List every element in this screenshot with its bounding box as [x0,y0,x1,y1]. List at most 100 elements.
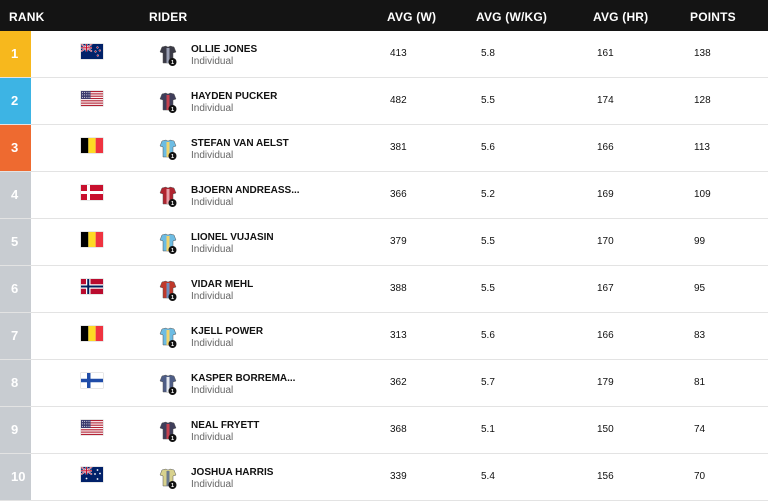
country-flag-icon [81,138,103,153]
avg-wkg-value: 5.7 [481,377,495,388]
rank-badge: 9 [0,407,31,453]
table-row[interactable]: 9 1 NEAL FRYETT Individual 368 5.1 150 74 [0,407,768,454]
avg-watts-value: 339 [390,471,407,482]
rider-jersey-icon: 1 [158,233,178,255]
svg-text:1: 1 [171,248,174,254]
country-flag-icon [81,373,103,388]
country-flag-icon [81,232,103,247]
points-value: 109 [694,189,711,200]
table-header: RANK RIDER AVG (W) AVG (W/KG) AVG (HR) P… [0,0,768,31]
country-flag-icon [81,467,103,482]
country-flag-icon [81,326,103,341]
svg-text:1: 1 [171,342,174,348]
avg-hr-value: 150 [597,424,614,435]
avg-wkg-value: 5.8 [481,48,495,59]
table-body: 1 1 OLLIE JONES Individual 413 5.8 161 138 2 1 HAY… [0,31,768,501]
rider-name[interactable]: STEFAN VAN AELST [191,138,289,149]
avg-watts-column-header[interactable]: AVG (W) [387,10,437,24]
rank-number: 1 [11,46,19,61]
rider-column-header[interactable]: RIDER [149,10,188,24]
avg-hr-value: 174 [597,95,614,106]
points-value: 99 [694,236,706,247]
table-row[interactable]: 8 1 KASPER BORREMA... Individual 362 5.7 179 81 [0,360,768,407]
rank-badge: 7 [0,313,31,359]
table-row[interactable]: 7 1 KJELL POWER Individual 313 5.6 166 83 [0,313,768,360]
rank-badge: 10 [0,454,31,500]
avg-wkg-value: 5.5 [481,95,495,106]
avg-wkg-value: 5.4 [481,471,495,482]
rider-team: Individual [191,479,234,490]
rider-jersey-icon: 1 [158,45,178,67]
avg-hr-value: 169 [597,189,614,200]
avg-wkg-value: 5.5 [481,236,495,247]
rider-team: Individual [191,244,234,255]
avg-hr-column-header[interactable]: AVG (HR) [593,10,649,24]
svg-text:1: 1 [171,483,174,489]
avg-watts-value: 366 [390,189,407,200]
rider-jersey-icon: 1 [158,92,178,114]
rider-name[interactable]: OLLIE JONES [191,44,258,55]
rank-number: 4 [11,187,19,202]
avg-watts-value: 388 [390,283,407,294]
rank-badge: 3 [0,125,31,171]
rider-name[interactable]: JOSHUA HARRIS [191,467,274,478]
avg-hr-value: 167 [597,283,614,294]
rider-name[interactable]: KJELL POWER [191,326,264,337]
avg-hr-value: 179 [597,377,614,388]
table-row[interactable]: 10 1 JOSHUA HARRIS Individual 339 5.4 156 70 [0,454,768,501]
country-flag-icon [81,91,103,106]
points-value: 83 [694,330,706,341]
rider-team: Individual [191,56,234,67]
avg-watts-value: 413 [390,48,407,59]
svg-text:1: 1 [171,295,174,301]
country-flag-icon [81,185,103,200]
svg-text:1: 1 [171,436,174,442]
avg-watts-value: 362 [390,377,407,388]
rank-number: 2 [11,93,19,108]
rider-team: Individual [191,338,234,349]
rank-badge: 4 [0,172,31,218]
rider-name[interactable]: VIDAR MEHL [191,279,254,290]
country-flag-icon [81,44,103,59]
table-row[interactable]: 3 1 STEFAN VAN AELST Individual 381 5.6 166 113 [0,125,768,172]
table-row[interactable]: 4 1 BJOERN ANDREASS... Individual 366 5.2 169 1… [0,172,768,219]
country-flag-icon [81,420,103,435]
avg-hr-value: 170 [597,236,614,247]
rider-jersey-icon: 1 [158,280,178,302]
avg-hr-value: 156 [597,471,614,482]
table-row[interactable]: 6 1 VIDAR MEHL Individual 388 5.5 167 95 [0,266,768,313]
rider-team: Individual [191,150,234,161]
avg-wkg-value: 5.1 [481,424,495,435]
avg-watts-value: 482 [390,95,407,106]
rider-name[interactable]: BJOERN ANDREASS... [191,185,300,196]
rider-team: Individual [191,385,234,396]
rank-number: 10 [11,469,26,484]
rider-name[interactable]: NEAL FRYETT [191,420,260,431]
rider-team: Individual [191,197,234,208]
rider-name[interactable]: HAYDEN PUCKER [191,91,278,102]
rank-badge: 1 [0,31,31,77]
table-row[interactable]: 5 1 LIONEL VUJASIN Individual 379 5.5 170 99 [0,219,768,266]
rank-number: 8 [11,375,19,390]
rank-badge: 2 [0,78,31,124]
avg-hr-value: 161 [597,48,614,59]
svg-text:1: 1 [171,154,174,160]
rider-jersey-icon: 1 [158,421,178,443]
points-column-header[interactable]: POINTS [690,10,736,24]
rider-name[interactable]: KASPER BORREMA... [191,373,296,384]
table-row[interactable]: 2 1 HAYDEN PUCKER Individual 482 5.5 174 128 [0,78,768,125]
rank-badge: 6 [0,266,31,312]
points-value: 138 [694,48,711,59]
avg-wkg-value: 5.2 [481,189,495,200]
rank-column-header[interactable]: RANK [9,10,45,24]
rider-name[interactable]: LIONEL VUJASIN [191,232,274,243]
rank-badge: 5 [0,219,31,265]
avg-wkg-column-header[interactable]: AVG (W/KG) [476,10,548,24]
rider-jersey-icon: 1 [158,374,178,396]
rider-jersey-icon: 1 [158,327,178,349]
table-row[interactable]: 1 1 OLLIE JONES Individual 413 5.8 161 138 [0,31,768,78]
rank-number: 6 [11,281,19,296]
points-value: 95 [694,283,706,294]
points-value: 128 [694,95,711,106]
